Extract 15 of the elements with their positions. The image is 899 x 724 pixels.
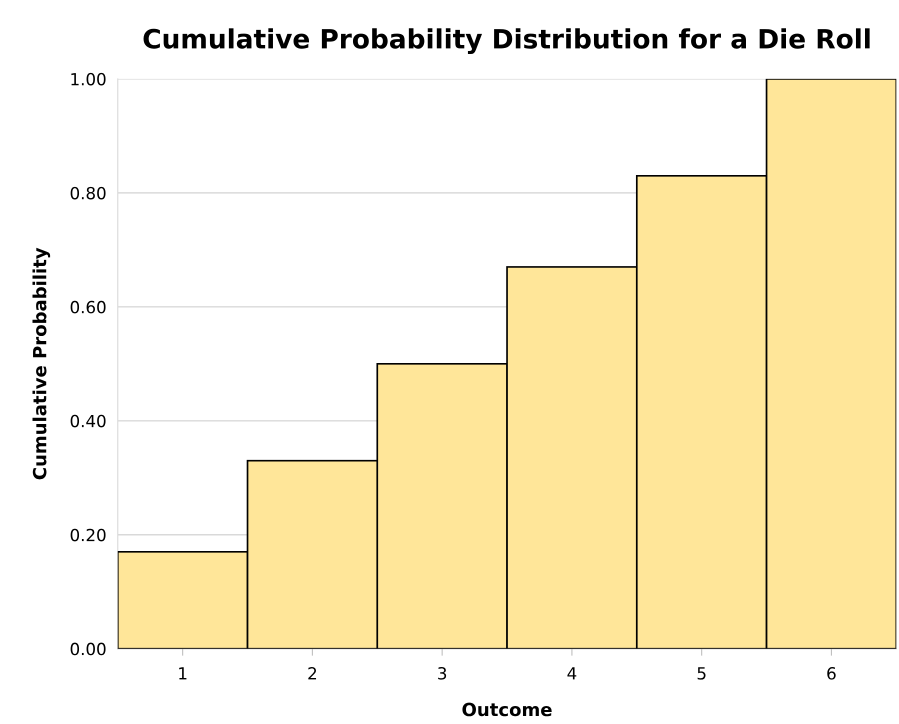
y-tick-label: 0.40 <box>70 414 106 428</box>
x-tick-label: 3 <box>438 667 446 680</box>
y-axis-title: Cumulative Probability <box>32 248 50 480</box>
x-tick-label: 4 <box>567 667 576 680</box>
y-tick-label: 0.20 <box>70 528 106 542</box>
x-tick-label: 5 <box>698 667 706 680</box>
x-tick-label: 6 <box>827 667 836 680</box>
y-tick-label: 1.00 <box>71 72 106 86</box>
y-tick-label: 0.60 <box>70 300 106 314</box>
chart-title: Cumulative Probability Distribution for a Die Roll <box>144 28 870 54</box>
x-tick-label: 2 <box>308 667 316 680</box>
x-axis-title: Outcome <box>462 702 552 716</box>
y-tick-label: 0.00 <box>70 642 106 656</box>
y-tick-label: 0.80 <box>70 186 106 200</box>
x-tick-label: 1 <box>179 667 186 680</box>
